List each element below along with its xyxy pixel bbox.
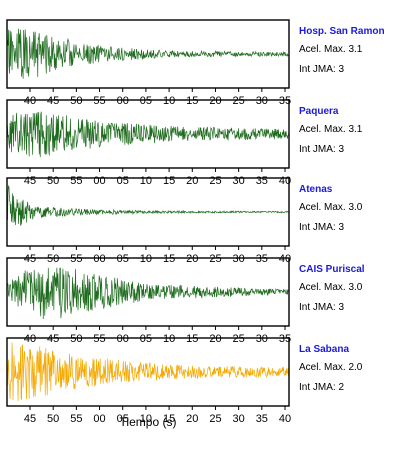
x-tick-label: 45 [47,333,59,345]
x-tick-label: 15 [163,413,175,425]
x-tick-label: 10 [140,253,152,265]
x-tick-label: 15 [163,253,175,265]
x-tick-label: 00 [93,413,105,425]
x-tick-label: 55 [93,333,105,345]
acel-max-label: Acel. Max. 2.0 [299,362,363,373]
x-tick-label: 00 [117,95,129,107]
panel-frame [6,19,290,89]
waveform-trace [6,184,290,226]
x-tick-label: 20 [186,253,198,265]
x-tick-label: 20 [209,95,221,107]
x-tick-label: 50 [47,175,59,187]
panel-frame [6,257,290,327]
x-tick-label: 15 [186,95,198,107]
acel-max-label: Acel. Max. 3.0 [299,282,363,293]
x-tick-label: 45 [24,413,36,425]
int-jma-label: Int JMA: 3 [299,64,344,75]
x-tick-label: 50 [70,333,82,345]
x-tick-label: 20 [209,333,221,345]
x-tick-label: 30 [233,413,245,425]
x-tick-label: 40 [24,333,36,345]
station-name: Paquera [299,106,339,117]
x-tick-label: 40 [279,413,291,425]
x-tick-label: 25 [209,253,221,265]
x-tick-label: 05 [117,413,129,425]
x-tick-label: 50 [47,413,59,425]
waveform-trace [6,342,290,401]
x-tick-label: 30 [233,253,245,265]
panel-3: 40 45 50 55 00 05 10 15 20 25 30 35 CAIS Puriscal Ace… [6,257,365,345]
x-tick-label: 10 [163,333,175,345]
waveform-trace [6,267,290,319]
x-tick-label: 00 [93,175,105,187]
x-tick-label: 55 [70,253,82,265]
x-tick-label: 45 [24,253,36,265]
x-tick-label: 25 [233,333,245,345]
x-tick-label: 05 [140,95,152,107]
x-tick-label: 25 [209,413,221,425]
waveform-trace [6,111,290,158]
x-tick-label: 40 [279,253,291,265]
x-tick-label: 15 [186,333,198,345]
acel-max-label: Acel. Max. 3.1 [299,44,363,55]
x-tick-label: 35 [256,253,268,265]
x-tick-label: 30 [233,175,245,187]
station-name: Atenas [299,184,333,195]
x-tick-label: 25 [233,95,245,107]
x-tick-label: 35 [256,413,268,425]
panel-frame [6,99,290,169]
panel-0: 40 45 50 55 00 05 10 15 20 25 30 35 Hosp. San Ramon A… [6,19,385,107]
x-tick-label: 55 [70,175,82,187]
x-tick-label: 00 [117,333,129,345]
x-tick-label: 00 [93,253,105,265]
station-name: Hosp. San Ramon [299,26,385,37]
x-tick-label: 20 [186,175,198,187]
x-tick-label: 10 [140,175,152,187]
seismogram-panels: 40 45 50 55 00 05 10 15 20 25 30 35 Hosp. San Ramon A… [6,19,385,425]
x-axis-label: Tiempo (s) [120,415,177,429]
panel-4: 45 50 55 00 05 10 15 20 25 30 35 40 La Sabana Acel. M… [6,337,363,425]
x-tick-label: 20 [186,413,198,425]
x-tick-label: 40 [24,95,36,107]
x-tick-label: 35 [279,333,291,345]
x-tick-label: 10 [140,413,152,425]
panel-frame [6,177,290,247]
int-jma-label: Int JMA: 2 [299,382,344,393]
station-name: CAIS Puriscal [299,264,365,275]
x-tick-label: 25 [209,175,221,187]
acel-max-label: Acel. Max. 3.0 [299,202,363,213]
int-jma-label: Int JMA: 3 [299,222,344,233]
x-tick-label: 05 [140,333,152,345]
int-jma-label: Int JMA: 3 [299,144,344,155]
waveform-trace [6,28,290,79]
x-tick-label: 05 [117,175,129,187]
x-tick-label: 55 [93,95,105,107]
panel-2: 45 50 55 00 05 10 15 20 25 30 35 40 Atenas Acel. Max.… [6,177,363,265]
int-jma-label: Int JMA: 3 [299,302,344,313]
x-tick-label: 55 [70,413,82,425]
x-tick-label: 45 [24,175,36,187]
x-tick-label: 30 [256,95,268,107]
x-tick-label: 10 [163,95,175,107]
acel-max-label: Acel. Max. 3.1 [299,124,363,135]
x-tick-label: 35 [279,95,291,107]
x-tick-label: 35 [256,175,268,187]
station-name: La Sabana [299,344,349,355]
x-tick-label: 50 [70,95,82,107]
x-tick-label: 30 [256,333,268,345]
x-tick-label: 50 [47,253,59,265]
x-tick-label: 05 [117,253,129,265]
x-tick-label: 15 [163,175,175,187]
panel-frame [6,337,290,407]
x-tick-label: 45 [47,95,59,107]
